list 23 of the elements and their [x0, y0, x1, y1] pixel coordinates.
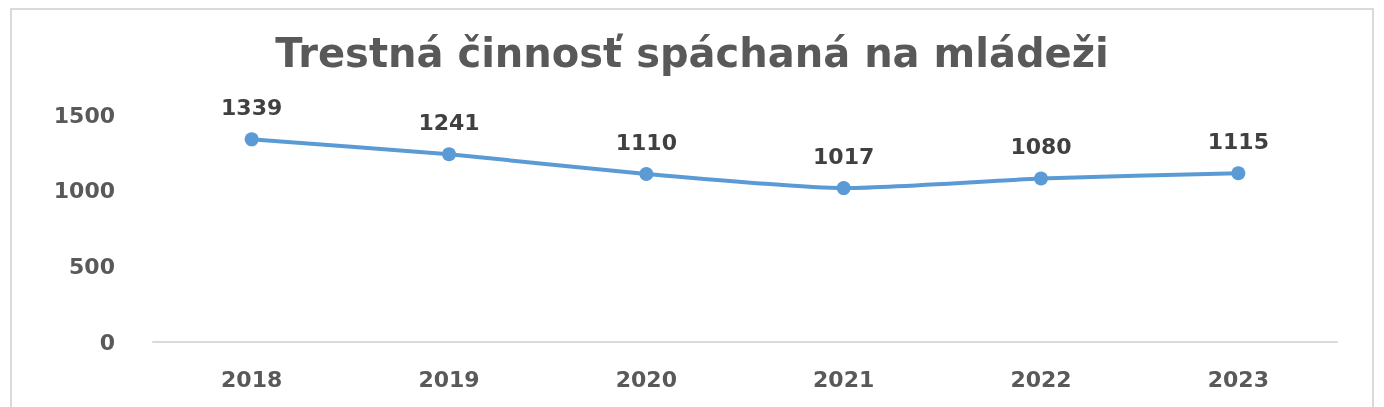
y-tick-label: 0 — [99, 329, 115, 355]
point — [442, 147, 456, 162]
point — [836, 181, 851, 196]
y-tick-label: 1000 — [53, 178, 115, 204]
x-tick-label: 2020 — [615, 366, 677, 392]
data-label: 1339 — [221, 94, 283, 120]
data-label: 1115 — [1207, 128, 1269, 154]
point — [1034, 171, 1048, 186]
x-tick-label: 2023 — [1207, 366, 1269, 392]
x-tick-label: 2022 — [1010, 366, 1072, 392]
data-label: 1017 — [813, 143, 875, 169]
y-tick-label: 1500 — [53, 102, 115, 128]
x-tick-label: 2018 — [221, 366, 283, 392]
chart-title: Trestná činnosť spáchaná na mládeži — [275, 30, 1109, 76]
data-label: 1241 — [418, 109, 480, 135]
point — [244, 132, 259, 147]
point — [639, 167, 654, 182]
data-label: 1110 — [615, 129, 677, 155]
point — [1231, 166, 1246, 181]
y-tick-label: 500 — [69, 253, 115, 279]
x-tick-label: 2019 — [418, 366, 480, 392]
x-tick-label: 2021 — [813, 366, 875, 392]
data-label: 1080 — [1010, 134, 1072, 160]
